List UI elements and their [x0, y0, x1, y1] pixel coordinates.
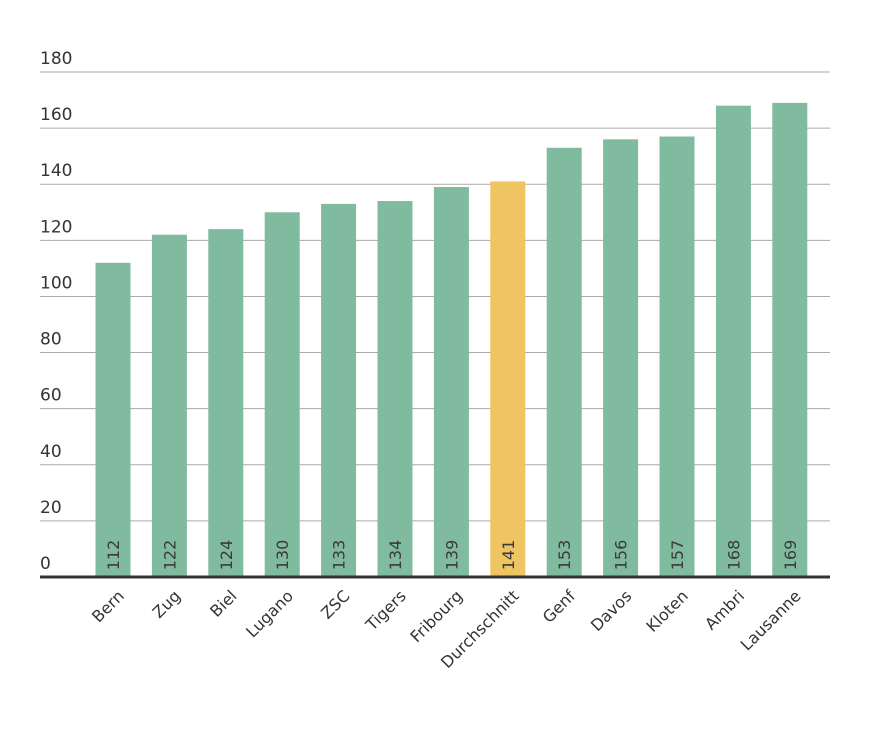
value-label: 124 — [217, 540, 236, 571]
y-tick-label: 120 — [40, 217, 72, 237]
value-label: 141 — [499, 540, 518, 571]
bar — [603, 139, 639, 578]
value-label: 134 — [386, 540, 405, 571]
value-label: 169 — [781, 540, 800, 571]
bar — [546, 147, 582, 577]
bar — [433, 187, 469, 577]
y-tick-label: 60 — [40, 386, 62, 406]
x-tick-label: Davos — [587, 586, 636, 635]
bar — [715, 105, 751, 578]
bar — [208, 229, 244, 577]
x-tick-label: Zug — [149, 586, 185, 622]
bar — [659, 136, 695, 577]
value-label: 122 — [160, 540, 179, 571]
value-label: 156 — [612, 540, 631, 571]
x-tick-label: Bern — [88, 586, 128, 626]
value-label: 112 — [104, 540, 123, 571]
bar — [377, 201, 413, 578]
x-tick-label: Genf — [539, 586, 580, 627]
y-tick-label: 140 — [40, 161, 72, 181]
value-label: 153 — [555, 540, 574, 571]
value-label: 139 — [442, 540, 461, 571]
y-tick-label: 0 — [40, 554, 51, 574]
bar — [772, 102, 808, 577]
y-tick-label: 180 — [40, 49, 72, 69]
bar — [151, 234, 187, 577]
bar — [264, 212, 300, 577]
bar — [95, 262, 131, 577]
y-tick-label: 40 — [40, 442, 62, 462]
x-tick-label: Ambri — [701, 586, 748, 633]
value-label: 157 — [668, 540, 687, 571]
bar — [490, 181, 526, 577]
y-tick-label: 160 — [40, 105, 72, 125]
x-tick-label: Tigers — [361, 586, 410, 635]
x-tick-label: ZSC — [317, 586, 353, 622]
y-tick-label: 100 — [40, 273, 72, 293]
value-label: 133 — [330, 540, 349, 571]
bar — [321, 203, 357, 577]
x-tick-label: Lausanne — [737, 586, 805, 654]
y-tick-label: 20 — [40, 498, 62, 518]
x-tick-label: Kloten — [642, 586, 691, 635]
value-label: 168 — [724, 540, 743, 571]
y-tick-label: 80 — [40, 330, 62, 350]
value-label: 130 — [273, 540, 292, 571]
x-tick-label: Biel — [206, 586, 240, 620]
x-tick-label: Lugano — [242, 586, 297, 641]
